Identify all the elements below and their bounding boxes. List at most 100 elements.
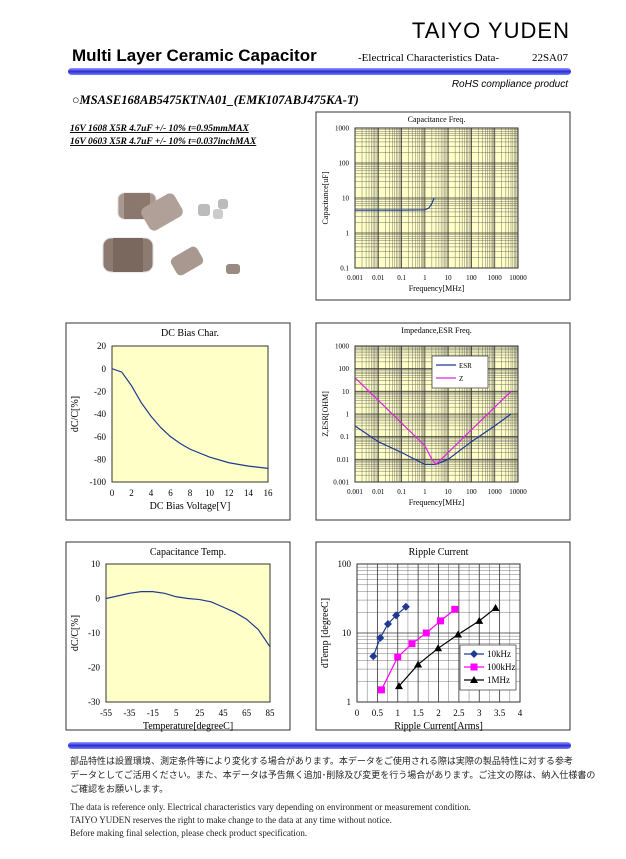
y-axis-label: dC/C[%] (70, 396, 81, 432)
x-tick-label: 0 (355, 708, 360, 718)
marker (408, 640, 416, 648)
x-tick-label: 0.001 (347, 488, 363, 496)
legend-label: 1MHz (487, 675, 510, 685)
y-tick-label: 100 (339, 159, 350, 167)
y-tick-label: -30 (88, 697, 100, 707)
y-tick-label: -40 (94, 409, 106, 419)
x-tick-label: 6 (168, 488, 173, 498)
y-tick-label: 100 (338, 559, 352, 569)
y-tick-label: -20 (94, 386, 106, 396)
marker (369, 652, 378, 661)
x-tick-label: -15 (147, 708, 159, 718)
x-tick-label: 0.1 (397, 488, 406, 496)
marker (383, 620, 392, 629)
x-tick-label: 16 (264, 488, 274, 498)
x-tick-label: 2 (436, 708, 441, 718)
x-tick-label: -35 (123, 708, 135, 718)
series-line (106, 590, 270, 648)
x-tick-label: 1.5 (413, 708, 425, 718)
marker (454, 630, 463, 638)
y-tick-label: 10 (91, 559, 101, 569)
marker (475, 616, 484, 624)
marker (414, 660, 423, 668)
x-tick-label: 45 (219, 708, 229, 718)
x-tick-label: 65 (242, 708, 252, 718)
note-ja: 部品特性は設置環境、測定条件等により変化する場合があります。本データをご使用され… (70, 755, 573, 766)
y-tick-label: 10 (342, 194, 350, 202)
x-tick-label: 100 (466, 488, 477, 496)
x-tick-label: 4 (518, 708, 523, 718)
chart: -55 -35 -15 5 25 45 65 85 10 0 -10 -20 -30 Capacitanc… (65, 541, 291, 732)
marker (470, 676, 478, 683)
y-tick-label: 20 (97, 341, 107, 351)
chart-title: Impedance,ESR Freq. (401, 326, 471, 335)
x-tick-label: 1 (423, 274, 427, 282)
x-tick-label: 0.01 (372, 274, 385, 282)
marker (491, 604, 500, 612)
header-bar (68, 68, 571, 75)
x-axis-label: Temperature[degreeC] (143, 721, 233, 732)
x-tick-label: 10000 (509, 488, 527, 496)
x-tick-label: 4 (149, 488, 154, 498)
note-ja: ご確認をお願いします。 (70, 783, 168, 794)
marker (451, 605, 459, 613)
series-line (398, 607, 496, 687)
note-en: The data is reference only. Electrical c… (70, 802, 471, 812)
y-tick-label: 0.01 (337, 456, 350, 464)
product-photo (102, 192, 240, 276)
x-tick-label: 1000 (488, 274, 503, 282)
x-tick-label: 1 (423, 488, 427, 496)
chart-title: Capacitance Freq. (408, 115, 466, 124)
y-tick-label: 1 (347, 697, 352, 707)
y-tick-label: 10 (342, 628, 352, 638)
y-tick-label: -20 (88, 663, 100, 673)
chart: 0 2 4 6 8 10 12 14 16 20 0 -20 -40 -60 -80 -100 DC Bias … (65, 322, 291, 521)
legend-label: 100kHz (487, 662, 516, 672)
x-tick-label: 0.5 (372, 708, 384, 718)
doc-subtitle: -Electrical Characteristics Data- (358, 52, 499, 64)
x-tick-label: 25 (195, 708, 205, 718)
x-tick-label: 10 (205, 488, 215, 498)
x-tick-label: 10 (445, 488, 453, 496)
y-tick-label: -60 (94, 432, 106, 442)
y-tick-label: -100 (90, 477, 107, 487)
chart: 0 0.5 1 1.5 2 2.5 3 3.5 4 1 10 100 Ripple Current Rip… (315, 541, 571, 732)
plot-area (105, 563, 271, 703)
legend-label: 10kHz (487, 649, 511, 659)
note-ja: データとしてご活用ください。また、本データは予告無く追加･削除及び変更を行う場合… (70, 769, 595, 780)
y-tick-label: 1 (346, 410, 350, 418)
x-tick-label: 0.01 (372, 488, 385, 496)
chart-title: Capacitance Temp. (150, 547, 226, 558)
rohs: RoHS compliance product (452, 79, 569, 90)
x-tick-label: 8 (188, 488, 193, 498)
footer-bar (68, 742, 571, 749)
y-tick-label: 1 (346, 229, 350, 237)
marker (470, 650, 478, 658)
x-tick-label: 5 (174, 708, 179, 718)
marker (437, 617, 445, 625)
x-axis-label: Frequency[MHz] (409, 498, 465, 507)
spec-line: 16V 0603 X5R 4.7uF +/- 10% t=0.037inchMA… (70, 137, 257, 147)
x-tick-label: 14 (244, 488, 254, 498)
chart: 0.001 0.01 0.1 1 10 100 1000 10000 0.001 0.01 0.1 1… (315, 322, 571, 521)
x-tick-label: 2.5 (453, 708, 465, 718)
y-tick-label: 0.1 (340, 433, 349, 441)
x-tick-label: 1000 (488, 488, 503, 496)
series-line (112, 368, 268, 469)
x-tick-label: 3.5 (494, 708, 506, 718)
y-tick-label: -80 (94, 454, 106, 464)
marker (394, 682, 403, 690)
x-tick-label: 85 (266, 708, 276, 718)
y-tick-label: 10 (342, 388, 350, 396)
marker (401, 602, 410, 611)
x-tick-label: 2 (129, 488, 134, 498)
x-tick-label: 1 (396, 708, 401, 718)
marker (394, 653, 402, 661)
y-axis-label: Capacitance[uF] (321, 171, 330, 224)
y-tick-label: -10 (88, 628, 100, 638)
x-tick-label: 10000 (509, 274, 527, 282)
marker (434, 644, 443, 652)
x-axis-label: DC Bias Voltage[V] (150, 501, 231, 512)
part-number: ○MSASE168AB5475KTNA01_(EMK107ABJ475KA-T) (72, 93, 359, 107)
plot-area (111, 345, 269, 483)
